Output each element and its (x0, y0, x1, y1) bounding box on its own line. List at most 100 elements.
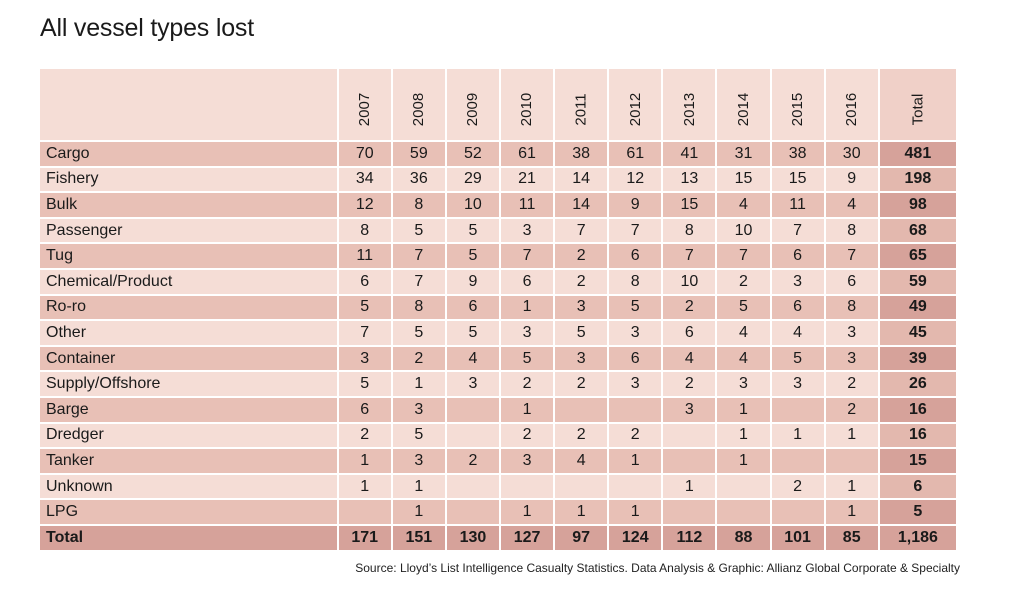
data-cell: 1 (500, 500, 554, 524)
data-cell: 4 (717, 321, 770, 345)
data-cell (609, 397, 662, 422)
data-cell: 9 (609, 193, 662, 217)
data-cell: 2 (717, 269, 770, 294)
column-total-cell: 171 (338, 525, 391, 550)
data-cell: 31 (717, 142, 770, 166)
total-row: Total 171 151 130 127 97 124 112 88 101 85 1,186 (40, 525, 956, 550)
data-cell: 38 (555, 142, 608, 166)
data-cell: 6 (663, 321, 716, 345)
data-cell (663, 423, 716, 448)
data-cell: 1 (338, 449, 391, 473)
table-row: Passenger 8 5 5 3 7 7 8 10 7 8 68 (40, 218, 956, 243)
vessel-loss-table-container: 2007 2008 2009 2010 2011 2012 2013 2014 2015 2016… (40, 67, 960, 552)
data-cell: 41 (663, 142, 716, 166)
data-cell: 11 (338, 244, 391, 268)
row-total-cell: 15 (879, 449, 956, 473)
table-row: Supply/Offshore 5 1 3 2 2 3 2 3 3 2 26 (40, 372, 956, 396)
table-row: Cargo 70 59 52 61 38 61 41 31 38 30 481 (40, 142, 956, 166)
data-cell: 4 (717, 193, 770, 217)
data-cell: 10 (663, 269, 716, 294)
data-cell: 59 (392, 142, 445, 166)
data-cell: 8 (609, 269, 662, 294)
column-total-cell: 127 (500, 525, 554, 550)
grand-total-cell: 1,186 (879, 525, 956, 550)
data-cell: 3 (663, 397, 716, 422)
row-total-cell: 39 (879, 346, 956, 371)
page-title: All vessel types lost (40, 14, 254, 42)
data-cell: 6 (338, 397, 391, 422)
column-header-label: 2013 (680, 92, 698, 127)
data-cell: 1 (392, 372, 445, 396)
total-row-label: Total (40, 525, 337, 550)
data-cell: 11 (771, 193, 824, 217)
column-header-2009: 2009 (446, 69, 499, 140)
row-label: Other (40, 321, 337, 345)
data-cell: 3 (555, 346, 608, 371)
data-cell: 4 (825, 193, 878, 217)
row-label: Fishery (40, 167, 337, 192)
row-label: Dredger (40, 423, 337, 448)
data-cell: 6 (609, 244, 662, 268)
column-header-label: 2007 (356, 92, 374, 127)
data-cell: 8 (392, 295, 445, 320)
table-row: Bulk 12 8 10 11 14 9 15 4 11 4 98 (40, 193, 956, 217)
data-cell: 6 (825, 269, 878, 294)
row-label: Cargo (40, 142, 337, 166)
table-row: LPG 1 1 1 1 1 5 (40, 500, 956, 524)
data-cell: 7 (771, 218, 824, 243)
data-cell: 5 (555, 321, 608, 345)
data-cell: 1 (717, 423, 770, 448)
row-label: Tug (40, 244, 337, 268)
data-cell: 2 (500, 372, 554, 396)
data-cell: 5 (392, 218, 445, 243)
row-label: Unknown (40, 474, 337, 499)
row-total-cell: 65 (879, 244, 956, 268)
data-cell: 2 (338, 423, 391, 448)
data-cell: 1 (825, 423, 878, 448)
column-header-label: 2016 (843, 92, 861, 127)
row-total-cell: 59 (879, 269, 956, 294)
data-cell: 61 (500, 142, 554, 166)
data-cell: 2 (825, 397, 878, 422)
source-note: Source: Lloyd’s List Intelligence Casual… (355, 561, 960, 575)
data-cell: 6 (771, 244, 824, 268)
data-cell: 3 (500, 321, 554, 345)
data-cell: 6 (771, 295, 824, 320)
data-cell: 5 (392, 423, 445, 448)
table-row: Fishery 34 36 29 21 14 12 13 15 15 9 198 (40, 167, 956, 192)
data-cell (717, 474, 770, 499)
data-cell: 3 (771, 372, 824, 396)
row-label: Supply/Offshore (40, 372, 337, 396)
data-cell: 7 (392, 269, 445, 294)
data-cell: 3 (392, 397, 445, 422)
data-cell: 1 (500, 295, 554, 320)
column-header-2014: 2014 (717, 69, 770, 140)
data-cell (825, 449, 878, 473)
data-cell: 2 (446, 449, 499, 473)
column-total-cell: 101 (771, 525, 824, 550)
data-cell (555, 474, 608, 499)
row-total-cell: 16 (879, 423, 956, 448)
data-cell: 11 (500, 193, 554, 217)
table-row: Chemical/Product 6 7 9 6 2 8 10 2 3 6 59 (40, 269, 956, 294)
column-header-2008: 2008 (392, 69, 445, 140)
row-total-cell: 198 (879, 167, 956, 192)
row-label: Passenger (40, 218, 337, 243)
data-cell: 5 (609, 295, 662, 320)
data-cell: 1 (500, 397, 554, 422)
data-cell: 5 (500, 346, 554, 371)
data-cell: 14 (555, 167, 608, 192)
table-row: Container 3 2 4 5 3 6 4 4 5 3 39 (40, 346, 956, 371)
data-cell: 3 (825, 321, 878, 345)
data-cell: 15 (663, 193, 716, 217)
table-row: Tug 11 7 5 7 2 6 7 7 6 7 65 (40, 244, 956, 268)
row-total-cell: 481 (879, 142, 956, 166)
data-cell (446, 500, 499, 524)
data-cell: 2 (555, 423, 608, 448)
data-cell: 5 (771, 346, 824, 371)
vessel-loss-table: 2007 2008 2009 2010 2011 2012 2013 2014 2015 2016… (38, 67, 958, 552)
data-cell: 1 (609, 449, 662, 473)
data-cell: 2 (609, 423, 662, 448)
table-row: Other 7 5 5 3 5 3 6 4 4 3 45 (40, 321, 956, 345)
data-cell: 5 (338, 372, 391, 396)
